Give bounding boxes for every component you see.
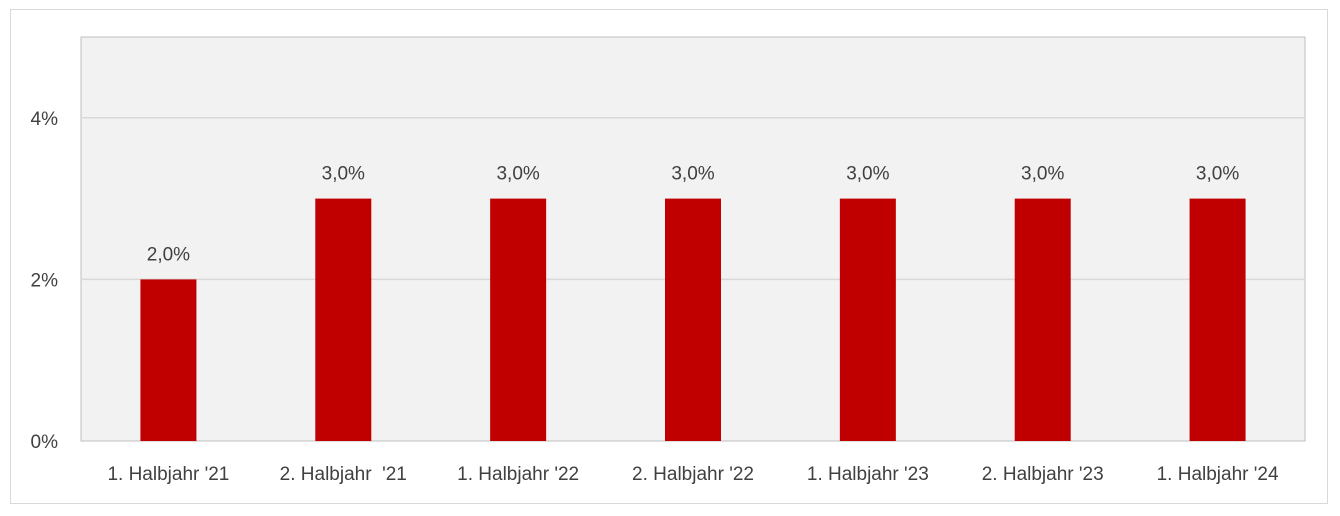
x-tick-label: 1. Halbjahr '24	[1157, 464, 1279, 485]
bar	[140, 279, 197, 441]
x-tick-label: 2. Halbjahr '23	[982, 464, 1104, 485]
data-label: 3,0%	[1021, 164, 1064, 185]
y-tick-label: 0%	[31, 432, 59, 453]
data-label: 3,0%	[1196, 164, 1239, 185]
bar	[490, 198, 547, 441]
bar	[665, 198, 721, 441]
bar	[315, 198, 372, 441]
y-tick-label: 2%	[31, 270, 59, 291]
y-axis-ticks: 0% 2% 4%	[31, 109, 59, 453]
bar	[1189, 198, 1246, 441]
data-label: 3,0%	[322, 164, 365, 185]
data-label: 2,0%	[147, 244, 190, 265]
data-labels: 2,0% 3,0% 3,0% 3,0% 3,0% 3,0% 3,0%	[147, 164, 1240, 266]
data-label: 3,0%	[846, 164, 889, 185]
x-tick-label: 1. Halbjahr '21	[107, 464, 229, 485]
data-label: 3,0%	[671, 164, 714, 185]
y-tick-label: 4%	[31, 109, 59, 130]
x-tick-label: 2. Halbjahr '21	[280, 464, 407, 485]
x-tick-label: 1. Halbjahr '22	[457, 464, 579, 485]
x-axis-labels: 1. Halbjahr '21 2. Halbjahr '21 1. Halbjah…	[107, 464, 1278, 485]
bar	[1014, 198, 1071, 441]
x-tick-label: 2. Halbjahr '22	[632, 464, 754, 485]
data-label: 3,0%	[496, 164, 539, 185]
bar	[839, 198, 896, 441]
x-tick-label: 1. Halbjahr '23	[807, 464, 929, 485]
bars	[140, 198, 1246, 441]
